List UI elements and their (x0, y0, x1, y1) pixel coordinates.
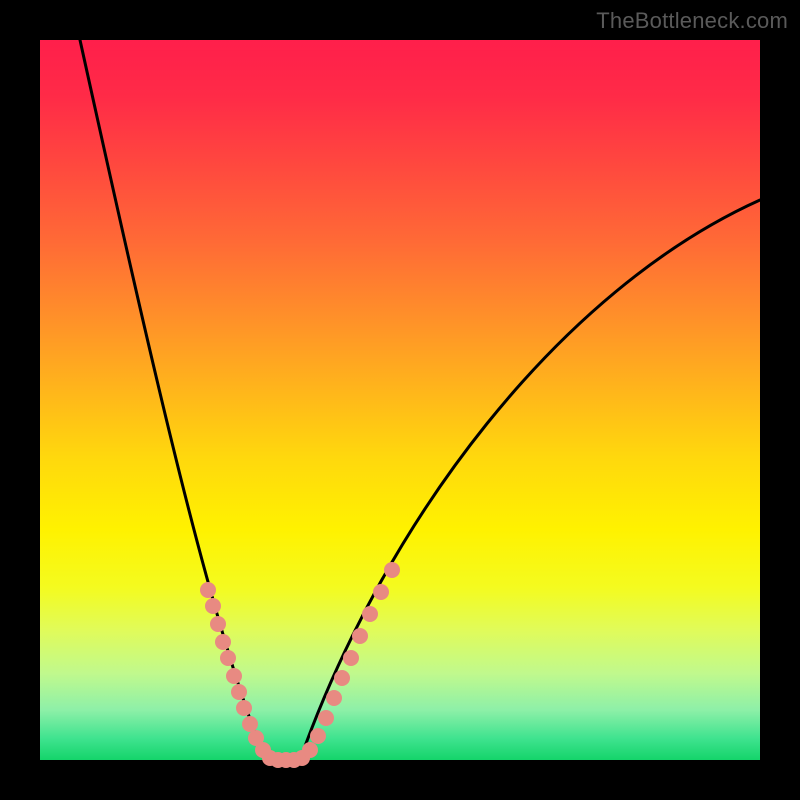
data-marker (302, 742, 318, 758)
data-marker (200, 582, 216, 598)
data-marker (352, 628, 368, 644)
data-marker (226, 668, 242, 684)
data-marker (310, 728, 326, 744)
data-marker (334, 670, 350, 686)
data-marker (215, 634, 231, 650)
bottleneck-chart-svg (0, 0, 800, 800)
data-marker (384, 562, 400, 578)
data-marker (220, 650, 236, 666)
plot-background (40, 40, 760, 760)
data-marker (205, 598, 221, 614)
data-marker (318, 710, 334, 726)
chart-container: TheBottleneck.com (0, 0, 800, 800)
data-marker (242, 716, 258, 732)
data-marker (236, 700, 252, 716)
data-marker (362, 606, 378, 622)
data-marker (326, 690, 342, 706)
data-marker (343, 650, 359, 666)
data-marker (373, 584, 389, 600)
watermark-text: TheBottleneck.com (596, 8, 788, 34)
data-marker (210, 616, 226, 632)
data-marker (231, 684, 247, 700)
